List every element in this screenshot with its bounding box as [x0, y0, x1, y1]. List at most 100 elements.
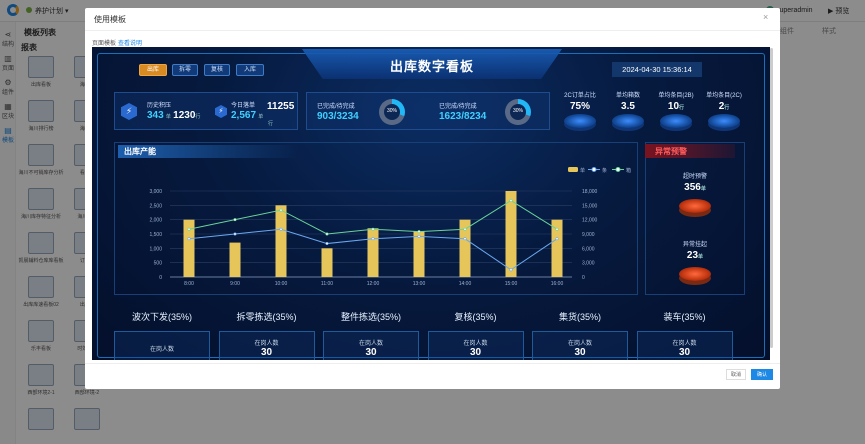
template-card[interactable]: 乐丰看板 — [18, 320, 64, 352]
template-card[interactable]: 海川排行榜 — [18, 100, 64, 132]
template-card[interactable]: 西部环境2-1 — [18, 364, 64, 396]
dashboard-tab-3[interactable]: 入库 — [236, 64, 264, 76]
legend-label: 条 — [602, 167, 607, 174]
rail-item-2[interactable]: ⚙ 组件 — [0, 78, 16, 96]
history-label: 历史积压 — [147, 103, 172, 109]
line-point — [463, 227, 467, 231]
template-thumbnail — [28, 56, 54, 78]
line-point — [325, 242, 329, 246]
template-card[interactable]: 出库看板 — [18, 56, 64, 88]
x-tick-label: 11:00 — [321, 281, 333, 287]
template-card[interactable]: 海川不可销库存分析 — [18, 144, 64, 176]
template-card[interactable]: 出库库速看板02 — [18, 276, 64, 308]
template-name: 出库库速看板02 — [23, 302, 59, 308]
alert-card: 超时预警 356单 — [665, 171, 725, 213]
line-point — [279, 208, 283, 212]
progress-ring: 30% — [505, 99, 531, 125]
tab-view-instructions[interactable]: 查看说明 — [118, 41, 143, 47]
rail-label: 结构 — [1, 42, 14, 48]
stage-value: 30 — [574, 347, 586, 358]
stage-value: 30 — [469, 347, 482, 358]
dashboard-tab-1[interactable]: 拆零 — [172, 64, 198, 76]
rail-item-3[interactable]: ▦ 区块 — [0, 102, 16, 120]
stage-value: 30 — [260, 347, 273, 358]
confirm-button[interactable]: 确认 — [751, 369, 773, 380]
stage-title: 波次下发(35%) — [131, 312, 192, 322]
backlog-panel: ⚡ 历史积压 343 单 1230行 ⚡ 今日落单 2,567 单 11255 … — [114, 92, 298, 130]
pedestal-icon — [660, 114, 692, 128]
tab-components[interactable]: 组件 — [780, 28, 794, 35]
bar — [229, 242, 241, 277]
rail-item-4[interactable]: ▤ 模板 — [0, 126, 16, 144]
preview-button[interactable]: ▶ 预览 — [828, 6, 849, 16]
x-tick-label: 10:00 — [275, 281, 288, 287]
bar — [413, 231, 425, 277]
history-rows: 1230 — [173, 110, 196, 121]
metric-label: 单均条目(2C) — [706, 93, 742, 99]
capacity-header — [118, 145, 300, 158]
y-left-tick-label: 500 — [154, 261, 163, 267]
template-icon: ▤ — [4, 126, 12, 135]
stage-sub-label: 在岗人数 — [567, 341, 592, 347]
title-banner — [302, 49, 562, 79]
line-point — [371, 237, 375, 241]
template-name: 海川排行榜 — [28, 126, 54, 132]
tab-styles[interactable]: 样式 — [822, 28, 836, 35]
project-selector[interactable]: 养护计划 ▾ — [26, 6, 68, 16]
progress-ring: 30% — [379, 99, 405, 125]
template-name: 凯晨辅料仓库库看板 — [18, 258, 64, 264]
stage-sub-label: 在岗人数 — [149, 347, 174, 353]
tab-page-template[interactable]: 页面模板 — [92, 41, 117, 47]
stage-box: 在岗人数 30 — [427, 331, 524, 360]
x-tick-label: 16:00 — [551, 281, 564, 287]
template-thumbnail — [28, 100, 54, 122]
metric-value: 10 — [667, 101, 680, 112]
today-orders: 2,567 — [231, 110, 257, 121]
template-card[interactable]: 海川库存特征分析 — [18, 188, 64, 220]
capacity-chart: 0 0 500 3,000 1,000 6,000 1,500 9,000 2,000 12,00… — [149, 167, 631, 287]
cancel-button[interactable]: 取消 — [726, 369, 746, 380]
bar — [321, 248, 333, 277]
preview-label: 预览 — [835, 8, 850, 15]
template-thumbnail — [28, 320, 54, 342]
metric-card: 单均条目(2C) 2行 — [700, 90, 748, 128]
template-card[interactable] — [18, 408, 64, 433]
y-left-tick-label: 2,500 — [149, 203, 162, 209]
rail-item-1[interactable]: ▥ 页面 — [0, 54, 16, 72]
pedestal-icon — [612, 114, 644, 128]
rail-label: 区块 — [1, 114, 14, 120]
close-icon[interactable]: × — [763, 12, 769, 22]
rail-item-0[interactable]: ⋖ 结构 — [0, 30, 16, 48]
legend-dot-icon — [591, 167, 597, 172]
bar — [275, 205, 287, 277]
stage-sub-label: 在岗人数 — [254, 341, 279, 347]
capacity-panel — [114, 142, 638, 295]
project-dot-icon — [26, 7, 32, 13]
stage-box: 在岗人数 30 — [218, 331, 315, 360]
alert-unit: 单 — [698, 254, 704, 260]
line-point — [233, 232, 237, 236]
line-point — [463, 237, 467, 241]
metric-value-row: 75% — [556, 101, 604, 112]
dashboard-tab-0[interactable]: 出库 — [139, 64, 167, 76]
template-card[interactable] — [64, 408, 110, 433]
template-name: 西部环境2-1 — [27, 390, 55, 396]
scrollbar[interactable] — [770, 48, 773, 348]
dashboard-tab-2[interactable]: 复核 — [204, 64, 230, 76]
progress-label: 已完成/待完成 — [317, 104, 355, 110]
stage-box: 在岗人数 30 — [636, 331, 733, 360]
y-left-tick-label: 1,500 — [149, 232, 162, 238]
y-left-tick-label: 1,000 — [149, 246, 162, 252]
template-card[interactable]: 凯晨辅料仓库库看板 — [18, 232, 64, 264]
y-right-tick-label: 6,000 — [582, 246, 595, 252]
stage-sub-label: 在岗人数 — [463, 341, 488, 347]
alert-value: 23 — [686, 250, 699, 261]
metric-value: 75% — [569, 101, 590, 112]
line-point — [187, 237, 191, 241]
legend-label: 单 — [580, 167, 585, 174]
metric-card: 单均箱数 3.5 — [604, 90, 652, 128]
template-panel-title: 模板列表 — [24, 28, 56, 37]
lightning-hex-icon: ⚡ — [215, 105, 227, 118]
alert-label: 超时预警 — [682, 174, 707, 180]
x-tick-label: 8:00 — [184, 281, 194, 287]
